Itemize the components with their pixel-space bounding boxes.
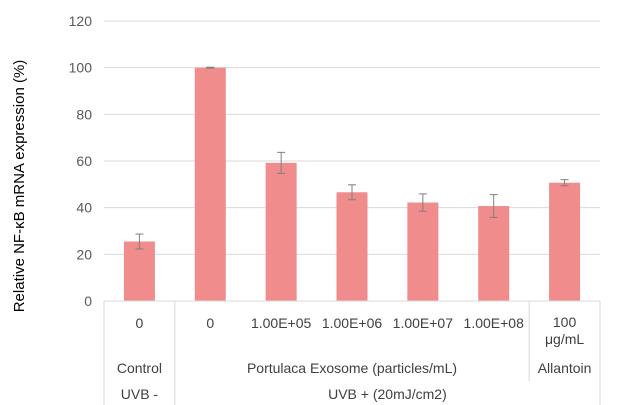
y-tick-label: 20 [76, 246, 92, 262]
bar [549, 182, 581, 301]
error-bar [135, 233, 144, 250]
y-tick-label: 0 [84, 293, 92, 309]
category-label: μg/mL [545, 331, 584, 347]
condition-label: UVB + (20mJ/cm2) [328, 386, 447, 402]
bar [265, 162, 297, 301]
category-label: 1.00E+05 [251, 315, 312, 331]
y-tick-label: 120 [69, 13, 93, 29]
error-bars [135, 66, 569, 250]
bar [407, 202, 439, 301]
category-label: 0 [136, 315, 144, 331]
error-bar [560, 179, 569, 187]
category-label: 0 [206, 315, 214, 331]
condition-label: UVB - [121, 386, 159, 402]
error-bar [206, 66, 215, 69]
bar [194, 67, 226, 302]
category-label: 1.00E+08 [464, 315, 525, 331]
bars [123, 67, 581, 302]
error-bar [418, 193, 427, 212]
error-bar [277, 151, 286, 174]
y-tick-label: 100 [69, 60, 93, 76]
category-label: 100 [553, 314, 577, 330]
y-axis-ticks: 0 20 40 60 80 100 120 [69, 13, 93, 309]
group-label: Control [117, 360, 162, 376]
bar [478, 206, 510, 301]
category-label: 1.00E+06 [322, 315, 383, 331]
category-label: 1.00E+07 [393, 315, 454, 331]
y-tick-label: 60 [76, 153, 92, 169]
bar [123, 241, 155, 301]
error-bar [348, 184, 356, 201]
group-label: Portulaca Exosome (particles/mL) [247, 360, 457, 376]
y-tick-label: 40 [76, 200, 92, 216]
y-axis-label: Relative NF-κB mRNA expression (%) [11, 60, 28, 313]
y-tick-label: 80 [76, 106, 92, 122]
error-bar [489, 194, 498, 218]
bar [336, 192, 368, 301]
category-axis: 0 0 1.00E+05 1.00E+06 1.00E+07 1.00E+08 100μg/… [103, 300, 601, 405]
group-label: Allantoin [538, 360, 592, 376]
